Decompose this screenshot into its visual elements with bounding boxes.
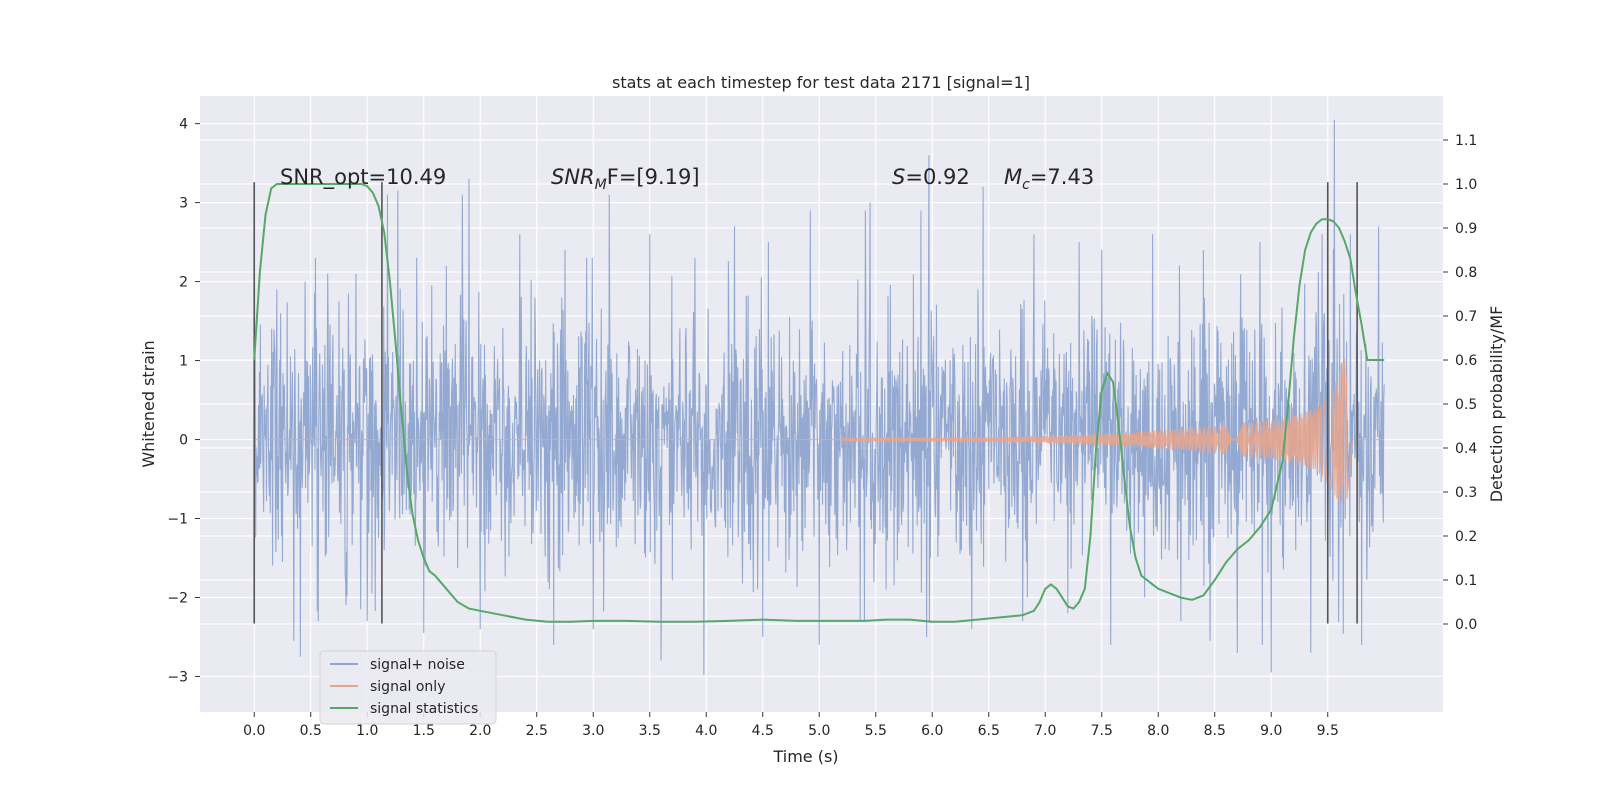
- x-tick-label: 0.5: [300, 723, 322, 739]
- snr-mf-subscript: M: [595, 177, 607, 193]
- y-tick-label: 2: [179, 275, 188, 291]
- snr-opt-annotation: SNR_opt=10.49: [280, 165, 446, 190]
- x-tick-label: 9.5: [1317, 723, 1339, 739]
- mc-symbol: M: [1004, 165, 1022, 189]
- y-right-tick-label: 0.4: [1455, 441, 1477, 457]
- series-signal-statistics: [253, 183, 1385, 623]
- legend: signal+ noise signal only signal statist…: [319, 650, 497, 725]
- x-axis-label: Time (s): [772, 747, 838, 766]
- y-tick-label: 3: [179, 196, 188, 212]
- y-tick-label: −1: [167, 512, 188, 528]
- legend-label-signal: signal only: [370, 679, 445, 695]
- x-tick-label: 2.5: [526, 723, 548, 739]
- y-right-tick-label: 0.8: [1455, 265, 1477, 281]
- legend-label-noise: signal+ noise: [370, 657, 465, 673]
- signal-layer: [254, 358, 1385, 505]
- y-right-tick-label: 1.1: [1455, 133, 1477, 149]
- x-tick-label: 0.0: [243, 723, 265, 739]
- x-tick-label: 7.5: [1091, 723, 1113, 739]
- vertical-markers: [253, 182, 1358, 624]
- s-value: =0.92: [905, 165, 969, 189]
- y-right-tick-label: 0.6: [1455, 353, 1477, 369]
- y-right-tick-label: 0.5: [1455, 397, 1477, 413]
- x-tick-label: 7.0: [1034, 723, 1056, 739]
- mc-subscript: c: [1022, 177, 1030, 193]
- chart-title: stats at each timestep for test data 217…: [612, 73, 1030, 92]
- x-tick-label: 6.5: [978, 723, 1000, 739]
- legend-label-stats: signal statistics: [370, 701, 478, 717]
- y-tick-label: −2: [167, 590, 188, 606]
- y-axis-label: Whitened strain: [139, 340, 158, 467]
- snr-mf-suffix: F=[9.19]: [607, 165, 700, 189]
- y-axis-right-label: Detection probability/MF: [1487, 306, 1506, 503]
- snr-mf-annotation: SNRMF=[9.19]: [551, 165, 700, 193]
- x-tick-label: 6.0: [921, 723, 943, 739]
- x-tick-label: 4.5: [752, 723, 774, 739]
- y-tick-label: −3: [167, 669, 188, 685]
- x-tick-label: 5.5: [865, 723, 887, 739]
- x-tick-label: 5.0: [808, 723, 830, 739]
- noise-layer: [253, 119, 1385, 675]
- y-right-tick-label: 0.0: [1455, 617, 1477, 633]
- x-tick-label: 1.5: [413, 723, 435, 739]
- y-right-tick-label: 1.0: [1455, 177, 1477, 193]
- y-tick-label: 1: [179, 354, 188, 370]
- mc-value: =7.43: [1030, 165, 1094, 189]
- x-tick-label: 2.0: [469, 723, 491, 739]
- y-right-tick-label: 0.9: [1455, 221, 1477, 237]
- y-right-tick-label: 0.2: [1455, 529, 1477, 545]
- y-tick-label: 0: [179, 433, 188, 449]
- y-right-tick-label: 0.1: [1455, 573, 1477, 589]
- x-tick-label: 4.0: [695, 723, 717, 739]
- stat-layer: [253, 183, 1385, 623]
- x-tick-label: 3.0: [582, 723, 604, 739]
- x-tick-label: 8.0: [1147, 723, 1169, 739]
- y-right-tick-label: 0.7: [1455, 309, 1477, 325]
- tick-layer: 0.0 0.5 1.0 1.5 2.0 2.5 3.0 3.5 4.0 4.5 5.0 5.5 6.0 6…: [167, 117, 1477, 739]
- mc-annotation: Mc=7.43: [1004, 165, 1094, 193]
- s-annotation: S=0.92: [892, 165, 970, 189]
- y-tick-label: 4: [179, 117, 188, 133]
- legend-box: [319, 650, 497, 725]
- x-tick-label: 9.0: [1260, 723, 1282, 739]
- series-signal-plus-noise: [253, 119, 1385, 675]
- y-right-tick-label: 0.3: [1455, 485, 1477, 501]
- x-tick-label: 3.5: [639, 723, 661, 739]
- series-signal-only: [254, 358, 1385, 505]
- snr-mf-prefix: SNR: [551, 165, 595, 189]
- s-symbol: S: [892, 165, 905, 189]
- x-tick-label: 1.0: [356, 723, 378, 739]
- x-tick-label: 8.5: [1204, 723, 1226, 739]
